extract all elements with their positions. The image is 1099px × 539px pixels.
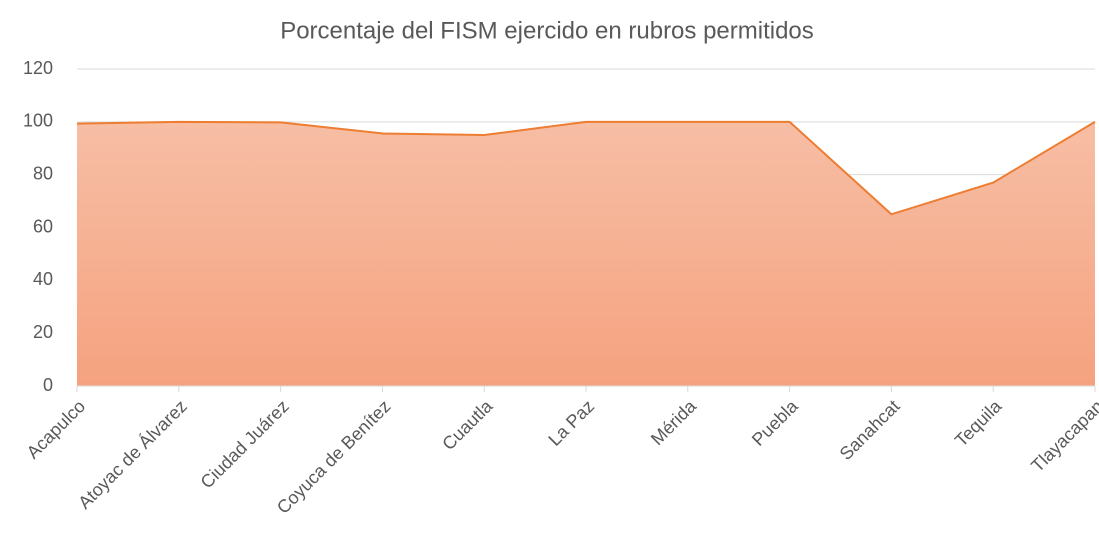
area xyxy=(77,121,1095,386)
x-tick-label: Puebla xyxy=(748,395,802,449)
y-tick-label: 100 xyxy=(23,111,53,131)
y-tick-label: 0 xyxy=(43,375,53,395)
chart-title: Porcentaje del FISM ejercido en rubros p… xyxy=(280,17,814,44)
x-tick-label: Cuautla xyxy=(438,395,497,454)
x-tick-label: Mérida xyxy=(647,395,701,449)
x-tick-label: Ciudad Juárez xyxy=(197,396,293,492)
x-tick-label: Acapulco xyxy=(23,396,90,463)
x-tick-label: Tlayacapan xyxy=(1027,396,1099,476)
line xyxy=(76,120,1096,216)
y-tick-label: 60 xyxy=(33,216,53,236)
x-tick-label: La Paz xyxy=(544,396,598,450)
x-tick-label: Sanahcat xyxy=(836,396,904,464)
y-tick-label: 20 xyxy=(33,322,53,342)
x-tick-label: Atoyac de Álvarez xyxy=(74,396,191,513)
x-tick-label: Tequila xyxy=(951,395,1006,450)
y-tick-label: 120 xyxy=(23,58,53,78)
y-tick-label: 40 xyxy=(33,269,53,289)
y-tick-label: 80 xyxy=(33,163,53,183)
x-tick-label: Coyuca de Benítez xyxy=(273,396,395,518)
